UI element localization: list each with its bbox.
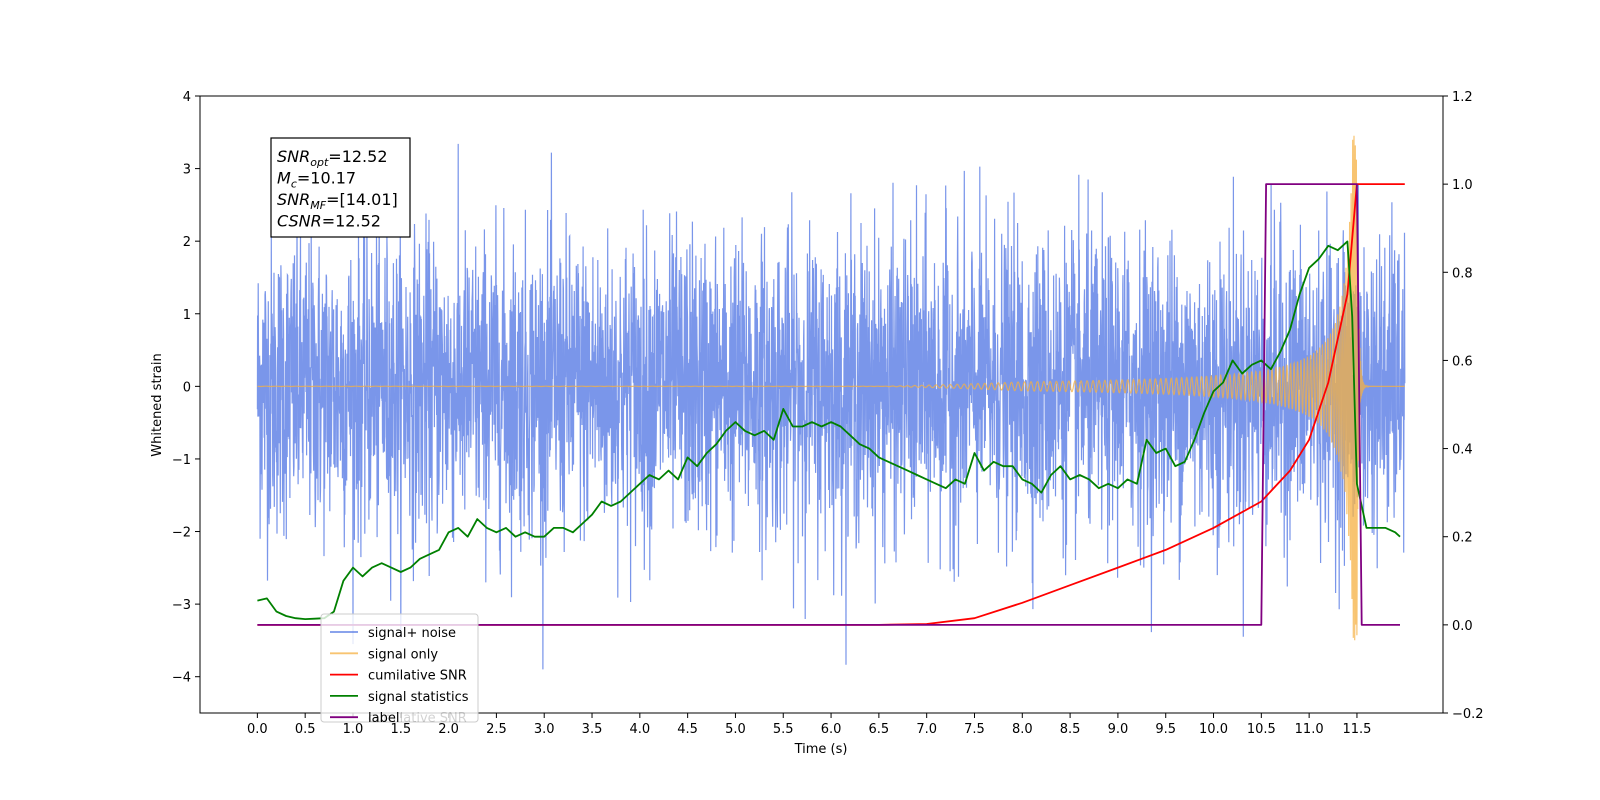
info-value: =[14.01] (326, 190, 398, 209)
x-tick-label: 5.5 (773, 722, 794, 737)
x-tick-label: 4.5 (677, 722, 698, 737)
series-cumilative-snr (257, 183, 1405, 626)
info-label: CSNR (277, 212, 322, 231)
right-y-tick-label: 0.2 (1452, 531, 1473, 546)
x-tick-label: 6.5 (869, 722, 890, 737)
x-tick-label: 0.0 (247, 722, 268, 737)
left-y-tick-label: −2 (172, 526, 191, 541)
info-line: SNRopt=12.52 (277, 147, 388, 169)
info-value: =10.17 (297, 169, 356, 188)
series-signal-only (257, 135, 1405, 641)
x-tick-label: 10.5 (1247, 722, 1276, 737)
left-y-axis-label: Whitened strain (150, 353, 165, 456)
right-y-tick-label: 0.4 (1452, 443, 1473, 458)
info-label: SNR (277, 147, 310, 166)
plot-area (256, 135, 1406, 670)
x-tick-label: 1.5 (390, 722, 411, 737)
right-y-tick-label: 0.6 (1452, 354, 1473, 369)
x-tick-label: 3.5 (582, 722, 603, 737)
info-subscript: MF (310, 199, 326, 212)
legend-overlapped-label: cumilative SNR (368, 711, 467, 726)
info-box: SNRopt=12.52Mc=10.17SNRMF=[14.01]CSNR=12… (270, 137, 411, 238)
x-tick-label: 3.0 (534, 722, 555, 737)
info-line: CSNR=12.52 (277, 212, 381, 231)
left-y-tick-label: 0 (183, 380, 191, 395)
legend-label: signal only (368, 647, 438, 662)
legend-label: signal statistics (368, 690, 469, 705)
x-tick-label: 11.0 (1295, 722, 1324, 737)
right-y-tick-label: 0.0 (1452, 619, 1473, 634)
left-y-tick-label: 1 (183, 308, 191, 323)
x-tick-label: 2.5 (486, 722, 507, 737)
right-y-tick-label: 1.0 (1452, 178, 1473, 193)
x-tick-label: 9.5 (1155, 722, 1176, 737)
info-label: SNR (277, 190, 310, 209)
right-y-tick-label: −0.2 (1452, 707, 1484, 722)
x-tick-label: 2.0 (438, 722, 459, 737)
x-tick-label: 5.0 (725, 722, 746, 737)
series-label (257, 183, 1400, 626)
left-y-tick-label: 2 (183, 235, 191, 250)
left-y-tick-label: −3 (172, 598, 191, 613)
x-tick-label: 4.0 (629, 722, 650, 737)
info-subscript: opt (310, 156, 329, 169)
x-tick-label: 11.5 (1342, 722, 1371, 737)
info-value: =12.52 (328, 147, 387, 166)
info-line: Mc=10.17 (277, 169, 356, 191)
legend-label: label (368, 711, 399, 726)
axes-frame (199, 95, 1444, 714)
x-tick-label: 7.0 (916, 722, 937, 737)
legend-label: signal+ noise (368, 626, 456, 641)
info-value: =12.52 (322, 212, 381, 231)
info-line: SNRMF=[14.01] (277, 190, 398, 212)
series-signal-noise (256, 143, 1406, 670)
x-tick-label: 8.0 (1012, 722, 1033, 737)
x-axis-label: Time (s) (794, 742, 848, 757)
x-tick-label: 7.5 (964, 722, 985, 737)
info-subscript: c (291, 178, 297, 191)
left-y-axis-ticks: 4 3 2 1 0 −1 −2 −3 −4 (172, 90, 200, 686)
legend: signal+ noise signal only cumilative SNR si… (320, 613, 479, 726)
left-y-tick-label: −1 (172, 453, 191, 468)
x-tick-label: 8.5 (1060, 722, 1081, 737)
x-tick-label: 1.0 (343, 722, 364, 737)
left-y-tick-label: 4 (183, 90, 191, 105)
x-tick-label: 9.0 (1108, 722, 1129, 737)
left-y-tick-label: −4 (172, 671, 191, 686)
right-y-tick-label: 1.2 (1452, 90, 1473, 105)
series-signal-statistics (257, 240, 1401, 620)
x-tick-label: 6.0 (821, 722, 842, 737)
x-tick-label: 0.5 (295, 722, 316, 737)
x-axis-ticks: 0.0 0.5 1.0 1.5 2.0 2.5 3.0 3.5 4.0 4.5 5.0 5.5 6.0 6… (247, 713, 1371, 737)
legend-label: cumilative SNR (368, 669, 467, 684)
info-label: M (277, 169, 291, 188)
right-y-tick-label: 0.8 (1452, 266, 1473, 281)
x-tick-label: 10.0 (1199, 722, 1228, 737)
right-y-axis-ticks: 1.2 1.0 0.8 0.6 0.4 0.2 0.0 −0.2 (1443, 90, 1484, 722)
left-y-tick-label: 3 (183, 163, 191, 178)
